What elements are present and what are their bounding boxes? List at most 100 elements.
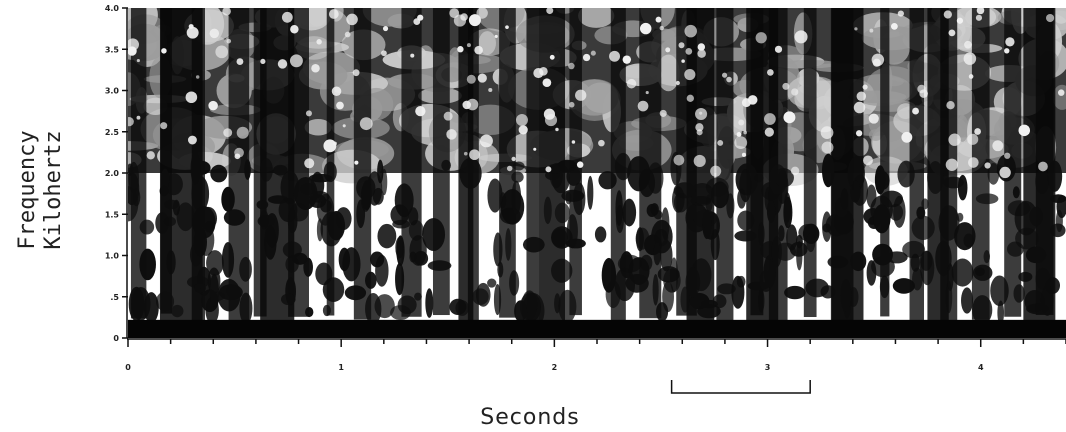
formant-blob [221, 241, 235, 278]
formant-blob [390, 204, 409, 226]
highlight-speck [260, 58, 266, 65]
highlight-speck [821, 141, 834, 154]
highlight-speck [968, 74, 974, 79]
formant-blob [912, 267, 923, 291]
formant-blob [377, 223, 397, 249]
formant-blob [614, 152, 632, 181]
formant-blob [139, 248, 156, 281]
highlight-speck [352, 69, 360, 77]
formant-blob [487, 178, 503, 213]
highlight-speck [637, 100, 649, 112]
highlight-speck [571, 140, 576, 144]
highlight-speck [736, 131, 742, 137]
highlight-speck [128, 116, 134, 127]
x-axis-label-seconds: Seconds [480, 405, 579, 430]
formant-blob [1047, 160, 1063, 192]
formant-blob [543, 196, 552, 225]
formant-blob [131, 287, 151, 321]
formant-blob [509, 270, 520, 296]
highlight-speck [277, 59, 288, 69]
highlight-speck [912, 107, 919, 115]
formant-blob [285, 255, 299, 273]
formant-blob [155, 212, 169, 234]
formant-blob [731, 275, 745, 309]
formant-streak [971, 8, 990, 320]
highlight-speck [820, 126, 834, 139]
formant-blob [365, 292, 382, 325]
highlight-speck [598, 139, 605, 147]
y-axis: 0 .5 1.0 1.5 2.0 2.5 3.0 3.5 4.0 [105, 4, 128, 343]
formant-blob [166, 250, 176, 275]
highlight-speck [359, 117, 373, 131]
formant-blob [505, 228, 512, 261]
formant-blob [273, 164, 288, 176]
highlight-speck [853, 101, 866, 114]
formant-blob [598, 171, 617, 190]
highlight-speck [305, 110, 312, 117]
highlight-speck [453, 14, 467, 27]
highlight-speck [963, 52, 977, 65]
formant-blob [680, 286, 690, 313]
formant-blob [293, 176, 318, 211]
highlight-speck [673, 154, 685, 166]
formant-blob [551, 228, 568, 248]
formant-blob [171, 304, 184, 318]
highlight-speck [854, 27, 858, 31]
formant-blob [975, 193, 999, 205]
highlight-speck [919, 89, 928, 98]
formant-blob [139, 219, 155, 235]
highlight-speck [948, 29, 956, 37]
y-tick-label: 4.0 [105, 4, 120, 13]
highlight-speck [622, 55, 632, 64]
formant-blob [687, 159, 695, 172]
x-tick-label: 0 [125, 363, 131, 372]
y-tick-label: 3.0 [105, 87, 120, 96]
highlight-speck [967, 133, 979, 145]
formant-blob [397, 295, 417, 315]
highlight-speck [576, 161, 584, 168]
formant-streak [228, 8, 250, 322]
highlight-speck [215, 45, 229, 59]
x-tick-label: 1 [338, 363, 344, 372]
highlight-speck [582, 53, 591, 62]
formant-blob [163, 216, 176, 227]
highlight-speck [871, 53, 885, 67]
formant-blob [806, 232, 816, 253]
formant-blob [210, 164, 228, 183]
highlight-speck [468, 14, 481, 27]
formant-blob [1035, 168, 1050, 195]
formant-blob [1013, 284, 1025, 303]
formant-blob [669, 257, 679, 293]
formant-blob [259, 210, 269, 230]
highlight-speck [410, 53, 415, 58]
formant-blob [199, 206, 218, 230]
formant-blob [735, 163, 758, 196]
highlight-speck [457, 46, 464, 53]
highlight-speck [868, 113, 879, 124]
highlight-speck [477, 73, 487, 83]
formant-blob [653, 242, 661, 266]
formant-blob [264, 225, 277, 260]
highlight-speck [743, 130, 747, 135]
highlight-speck [474, 45, 483, 55]
highlight-speck [863, 155, 873, 166]
formant-blob [566, 167, 582, 186]
formant-blob [920, 250, 935, 286]
highlight-speck [665, 47, 671, 53]
formant-blob [280, 293, 296, 306]
formant-blob [734, 230, 757, 242]
formant-streak [526, 8, 540, 323]
highlight-speck [738, 119, 745, 126]
highlight-speck [316, 39, 322, 45]
formant-blob [850, 251, 867, 272]
highlight-speck [479, 134, 493, 148]
formant-blob [911, 215, 935, 240]
formant-blob [315, 262, 333, 286]
highlight-speck [726, 76, 732, 83]
formant-blob [961, 287, 973, 314]
texture-speck [448, 47, 462, 74]
highlight-speck [791, 88, 799, 96]
highlight-speck [678, 42, 685, 49]
highlight-speck [128, 38, 139, 51]
formant-blob [872, 243, 893, 266]
